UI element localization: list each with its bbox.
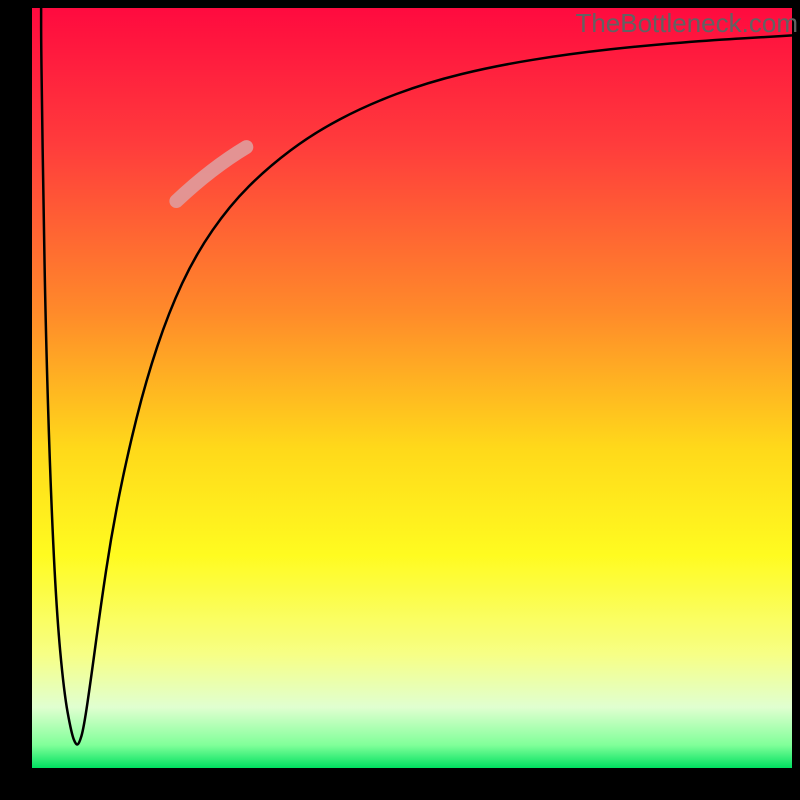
gradient-background: [32, 8, 792, 768]
watermark-text: TheBottleneck.com: [575, 8, 798, 39]
plot-area: [32, 8, 792, 768]
bottleneck-chart: TheBottleneck.com: [0, 0, 800, 800]
